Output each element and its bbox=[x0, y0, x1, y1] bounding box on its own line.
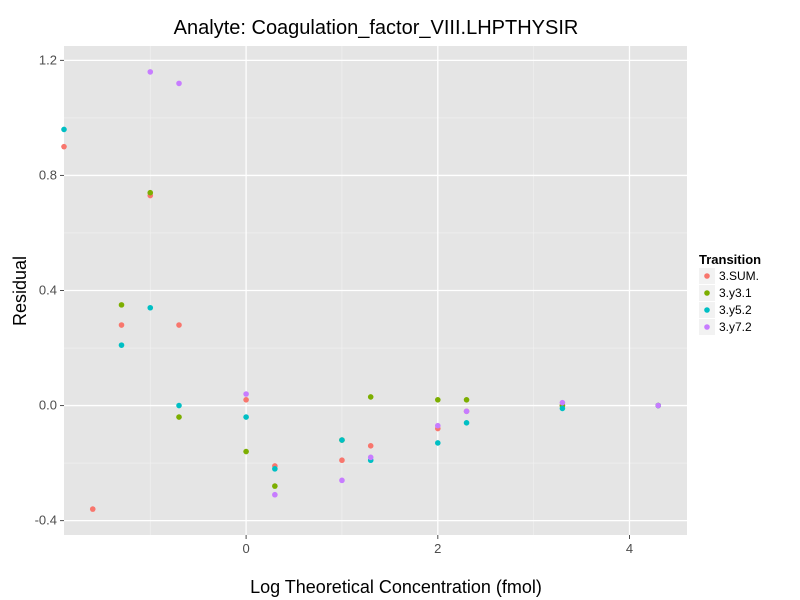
chart-title: Analyte: Coagulation_factor_VIII.LHPTHYS… bbox=[174, 17, 579, 39]
data-point-3-y3-1 bbox=[367, 394, 374, 400]
y-tick-label: 1.2 bbox=[39, 52, 57, 67]
x-axis-title: Log Theoretical Concentration (fmol) bbox=[250, 577, 542, 597]
data-point-3-y7-2 bbox=[243, 391, 249, 397]
legend-swatch-3-sum bbox=[704, 273, 710, 279]
y-tick-label: 0.0 bbox=[39, 398, 57, 413]
data-point-3-y5-2 bbox=[463, 420, 470, 426]
data-point-3-y5-2 bbox=[435, 440, 441, 446]
major-grid bbox=[64, 46, 687, 535]
y-tick-label: -0.4 bbox=[35, 513, 57, 528]
data-point-3-y3-1 bbox=[176, 414, 182, 420]
data-point-3-y3-1 bbox=[147, 189, 154, 196]
data-point-3-y3-1 bbox=[435, 397, 441, 403]
y-tick-label: 0.8 bbox=[39, 167, 57, 182]
axis-ticks: 0 2 4 -0.4 0.0 0.4 0.8 1.2 bbox=[35, 52, 634, 556]
data-point-3-y3-1 bbox=[463, 397, 470, 403]
data-points bbox=[61, 69, 662, 512]
legend-label-3-sum: 3.SUM. bbox=[719, 269, 759, 283]
legend-swatch-3-y3-1 bbox=[704, 290, 710, 296]
x-tick-label: 0 bbox=[242, 541, 249, 556]
data-point-3-y7-2 bbox=[435, 422, 441, 429]
data-point-3-sum bbox=[176, 322, 182, 328]
y-axis-title: Residual bbox=[10, 256, 30, 326]
x-tick-label: 4 bbox=[626, 541, 633, 556]
data-point-3-y7-2 bbox=[655, 402, 662, 409]
data-point-3-sum bbox=[118, 322, 125, 328]
data-point-3-y5-2 bbox=[176, 402, 182, 409]
data-point-3-y7-2 bbox=[559, 399, 566, 406]
data-point-3-y5-2 bbox=[272, 466, 278, 472]
data-point-3-y7-2 bbox=[339, 477, 345, 484]
data-point-3-y5-2 bbox=[147, 304, 154, 311]
data-point-3-sum bbox=[243, 397, 249, 403]
data-point-3-y3-1 bbox=[118, 302, 125, 308]
legend-swatch-3-y7-2 bbox=[704, 324, 710, 330]
data-point-3-y5-2 bbox=[118, 342, 125, 348]
data-point-3-y5-2 bbox=[339, 437, 345, 443]
legend-swatch-3-y5-2 bbox=[704, 307, 710, 313]
y-tick-label: 0.4 bbox=[39, 283, 57, 298]
legend-title: Transition bbox=[699, 252, 761, 267]
legend-label-3-y5-2: 3.y5.2 bbox=[719, 303, 752, 317]
data-point-3-y7-2 bbox=[176, 80, 182, 87]
data-point-3-y7-2 bbox=[367, 454, 374, 461]
data-point-3-y7-2 bbox=[463, 408, 470, 415]
x-tick-label: 2 bbox=[434, 541, 441, 556]
data-point-3-y5-2 bbox=[559, 405, 566, 412]
legend-label-3-y3-1: 3.y3.1 bbox=[719, 286, 752, 300]
legend-items: 3.SUM. 3.y3.1 3.y5.2 3.y7.2 bbox=[699, 268, 759, 335]
data-point-3-y7-2 bbox=[272, 491, 278, 498]
data-point-3-sum bbox=[61, 143, 67, 150]
data-point-3-y3-1 bbox=[272, 483, 278, 489]
legend: Transition 3.SUM. 3.y3.1 3.y5.2 3.y7.2 bbox=[699, 252, 761, 335]
data-point-3-y7-2 bbox=[147, 69, 154, 75]
data-point-3-y5-2 bbox=[61, 126, 67, 133]
legend-label-3-y7-2: 3.y7.2 bbox=[719, 320, 752, 334]
data-point-3-sum bbox=[367, 443, 374, 449]
data-point-3-sum bbox=[89, 506, 96, 512]
data-point-3-y5-2 bbox=[243, 414, 249, 420]
data-point-3-sum bbox=[339, 457, 345, 464]
data-point-3-y3-1 bbox=[243, 448, 249, 455]
